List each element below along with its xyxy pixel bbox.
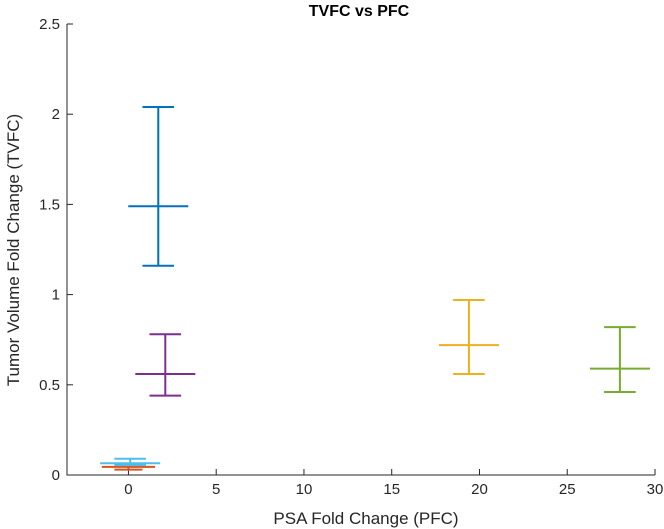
y-tick-label: 1.5	[39, 196, 60, 213]
x-tick-label: 15	[383, 481, 400, 498]
x-tick-label: 30	[647, 481, 664, 498]
y-tick-label: 1	[52, 287, 60, 304]
error-bar-series-4	[135, 333, 196, 397]
error-bar-series-6	[100, 457, 161, 467]
y-tick-label: 2.5	[39, 16, 60, 33]
x-tick-label: 20	[471, 481, 488, 498]
axes-frame	[66, 24, 655, 476]
y-tick-label: 2	[52, 106, 60, 123]
x-axis-label: PSA Fold Change (PFC)	[273, 509, 458, 528]
y-tick-label: 0	[52, 467, 60, 484]
error-bar-series-3	[438, 299, 499, 375]
chart-title: TVFC vs PFC	[309, 3, 410, 20]
x-tick-label: 25	[559, 481, 576, 498]
y-axis-label: Tumor Volume Fold Change (TVFC)	[4, 114, 23, 386]
x-tick-label: 5	[212, 481, 220, 498]
y-tick-label: 0.5	[39, 377, 60, 394]
plot-area: 0 5 10 15 20 25 30 0 0.5 1 1.5 2 2.5	[39, 16, 663, 498]
x-tick-label: 0	[124, 481, 132, 498]
x-tick-label: 10	[296, 481, 313, 498]
error-bar-series-1	[128, 105, 189, 267]
error-bar-series-5	[589, 326, 650, 394]
